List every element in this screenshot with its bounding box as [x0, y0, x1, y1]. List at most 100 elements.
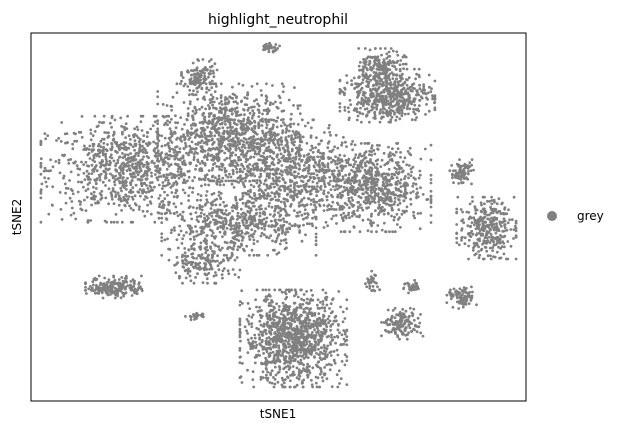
scatter-point [322, 319, 325, 323]
scatter-point [306, 347, 310, 351]
scatter-point [408, 146, 412, 150]
scatter-point [333, 361, 337, 365]
scatter-point [255, 343, 259, 347]
scatter-point [266, 253, 270, 257]
scatter-point [241, 170, 245, 174]
scatter-point [316, 185, 319, 188]
scatter-point [308, 222, 311, 226]
scatter-point [213, 222, 217, 226]
scatter-point [338, 382, 341, 385]
scatter-point [375, 230, 378, 234]
scatter-point [293, 359, 297, 362]
scatter-point [314, 239, 318, 243]
scatter-point [91, 158, 95, 162]
scatter-point [334, 314, 338, 318]
scatter-point [174, 191, 178, 195]
scatter-point [374, 166, 377, 169]
scatter-point [230, 251, 234, 255]
scatter-point [223, 240, 227, 244]
scatter-point [348, 163, 351, 167]
scatter-point [216, 155, 220, 158]
scatter-point [235, 141, 239, 144]
scatter-point [429, 201, 433, 205]
scatter-point [101, 153, 105, 157]
scatter-point [293, 288, 297, 292]
scatter-point [271, 350, 275, 354]
scatter-point [168, 147, 172, 151]
scatter-point [294, 329, 298, 332]
scatter-point [321, 322, 325, 326]
scatter-point [252, 144, 256, 148]
scatter-point [334, 208, 338, 211]
scatter-point [129, 181, 133, 185]
scatter-point [201, 205, 204, 209]
scatter-point [411, 165, 415, 169]
scatter-point [225, 253, 229, 257]
scatter-point [253, 179, 257, 183]
scatter-point [402, 199, 406, 203]
scatter-point [293, 176, 297, 180]
scatter-point [277, 158, 281, 162]
scatter-point [238, 361, 242, 365]
scatter-point [310, 299, 313, 302]
scatter-point [195, 257, 199, 260]
scatter-point [89, 178, 92, 181]
scatter-point [378, 144, 381, 147]
scatter-point [99, 165, 102, 169]
scatter-point [194, 142, 198, 146]
scatter-point [237, 275, 241, 279]
scatter-point [163, 238, 167, 242]
scatter-point [381, 197, 384, 200]
scatter-point [266, 186, 269, 190]
scatter-point [225, 256, 229, 260]
scatter-point [124, 163, 127, 166]
scatter-point [152, 114, 156, 118]
scatter-point [314, 253, 318, 257]
scatter-point [296, 211, 299, 215]
scatter-point [330, 217, 334, 221]
scatter-point [279, 136, 283, 140]
scatter-point [285, 168, 289, 172]
scatter-point [139, 182, 143, 186]
scatter-point [347, 213, 350, 217]
scatter-point [297, 225, 301, 229]
scatter-point [294, 348, 298, 351]
scatter-point [261, 370, 265, 374]
scatter-point [281, 327, 285, 331]
scatter-point [77, 199, 81, 203]
scatter-point [311, 146, 315, 150]
scatter-point [348, 172, 352, 176]
scatter-point [288, 222, 292, 226]
scatter-point [224, 218, 228, 222]
scatter-point [285, 124, 289, 128]
scatter-point [95, 182, 98, 185]
scatter-point [267, 145, 271, 149]
scatter-point [149, 212, 153, 216]
scatter-point [241, 302, 244, 305]
scatter-point [176, 121, 180, 125]
scatter-point [338, 208, 342, 211]
scatter-point [409, 167, 413, 171]
scatter-point [293, 385, 296, 389]
scatter-point [211, 137, 214, 141]
scatter-point [130, 195, 134, 199]
scatter-point [323, 185, 327, 189]
scatter-point [39, 220, 43, 224]
scatter-point [224, 222, 228, 226]
scatter-point [192, 247, 196, 251]
scatter-point [302, 363, 305, 367]
scatter-point [262, 108, 266, 112]
scatter-point [153, 154, 157, 158]
scatter-point [429, 205, 433, 209]
scatter-point [179, 172, 183, 176]
scatter-point [259, 330, 263, 334]
scatter-point [283, 247, 287, 251]
scatter-point [73, 139, 76, 143]
scatter-point [72, 211, 76, 215]
scatter-point [264, 94, 268, 98]
scatter-point [275, 349, 279, 353]
scatter-point [254, 145, 258, 149]
scatter-point [289, 168, 293, 172]
scatter-point [239, 113, 243, 117]
scatter-point [204, 241, 208, 245]
